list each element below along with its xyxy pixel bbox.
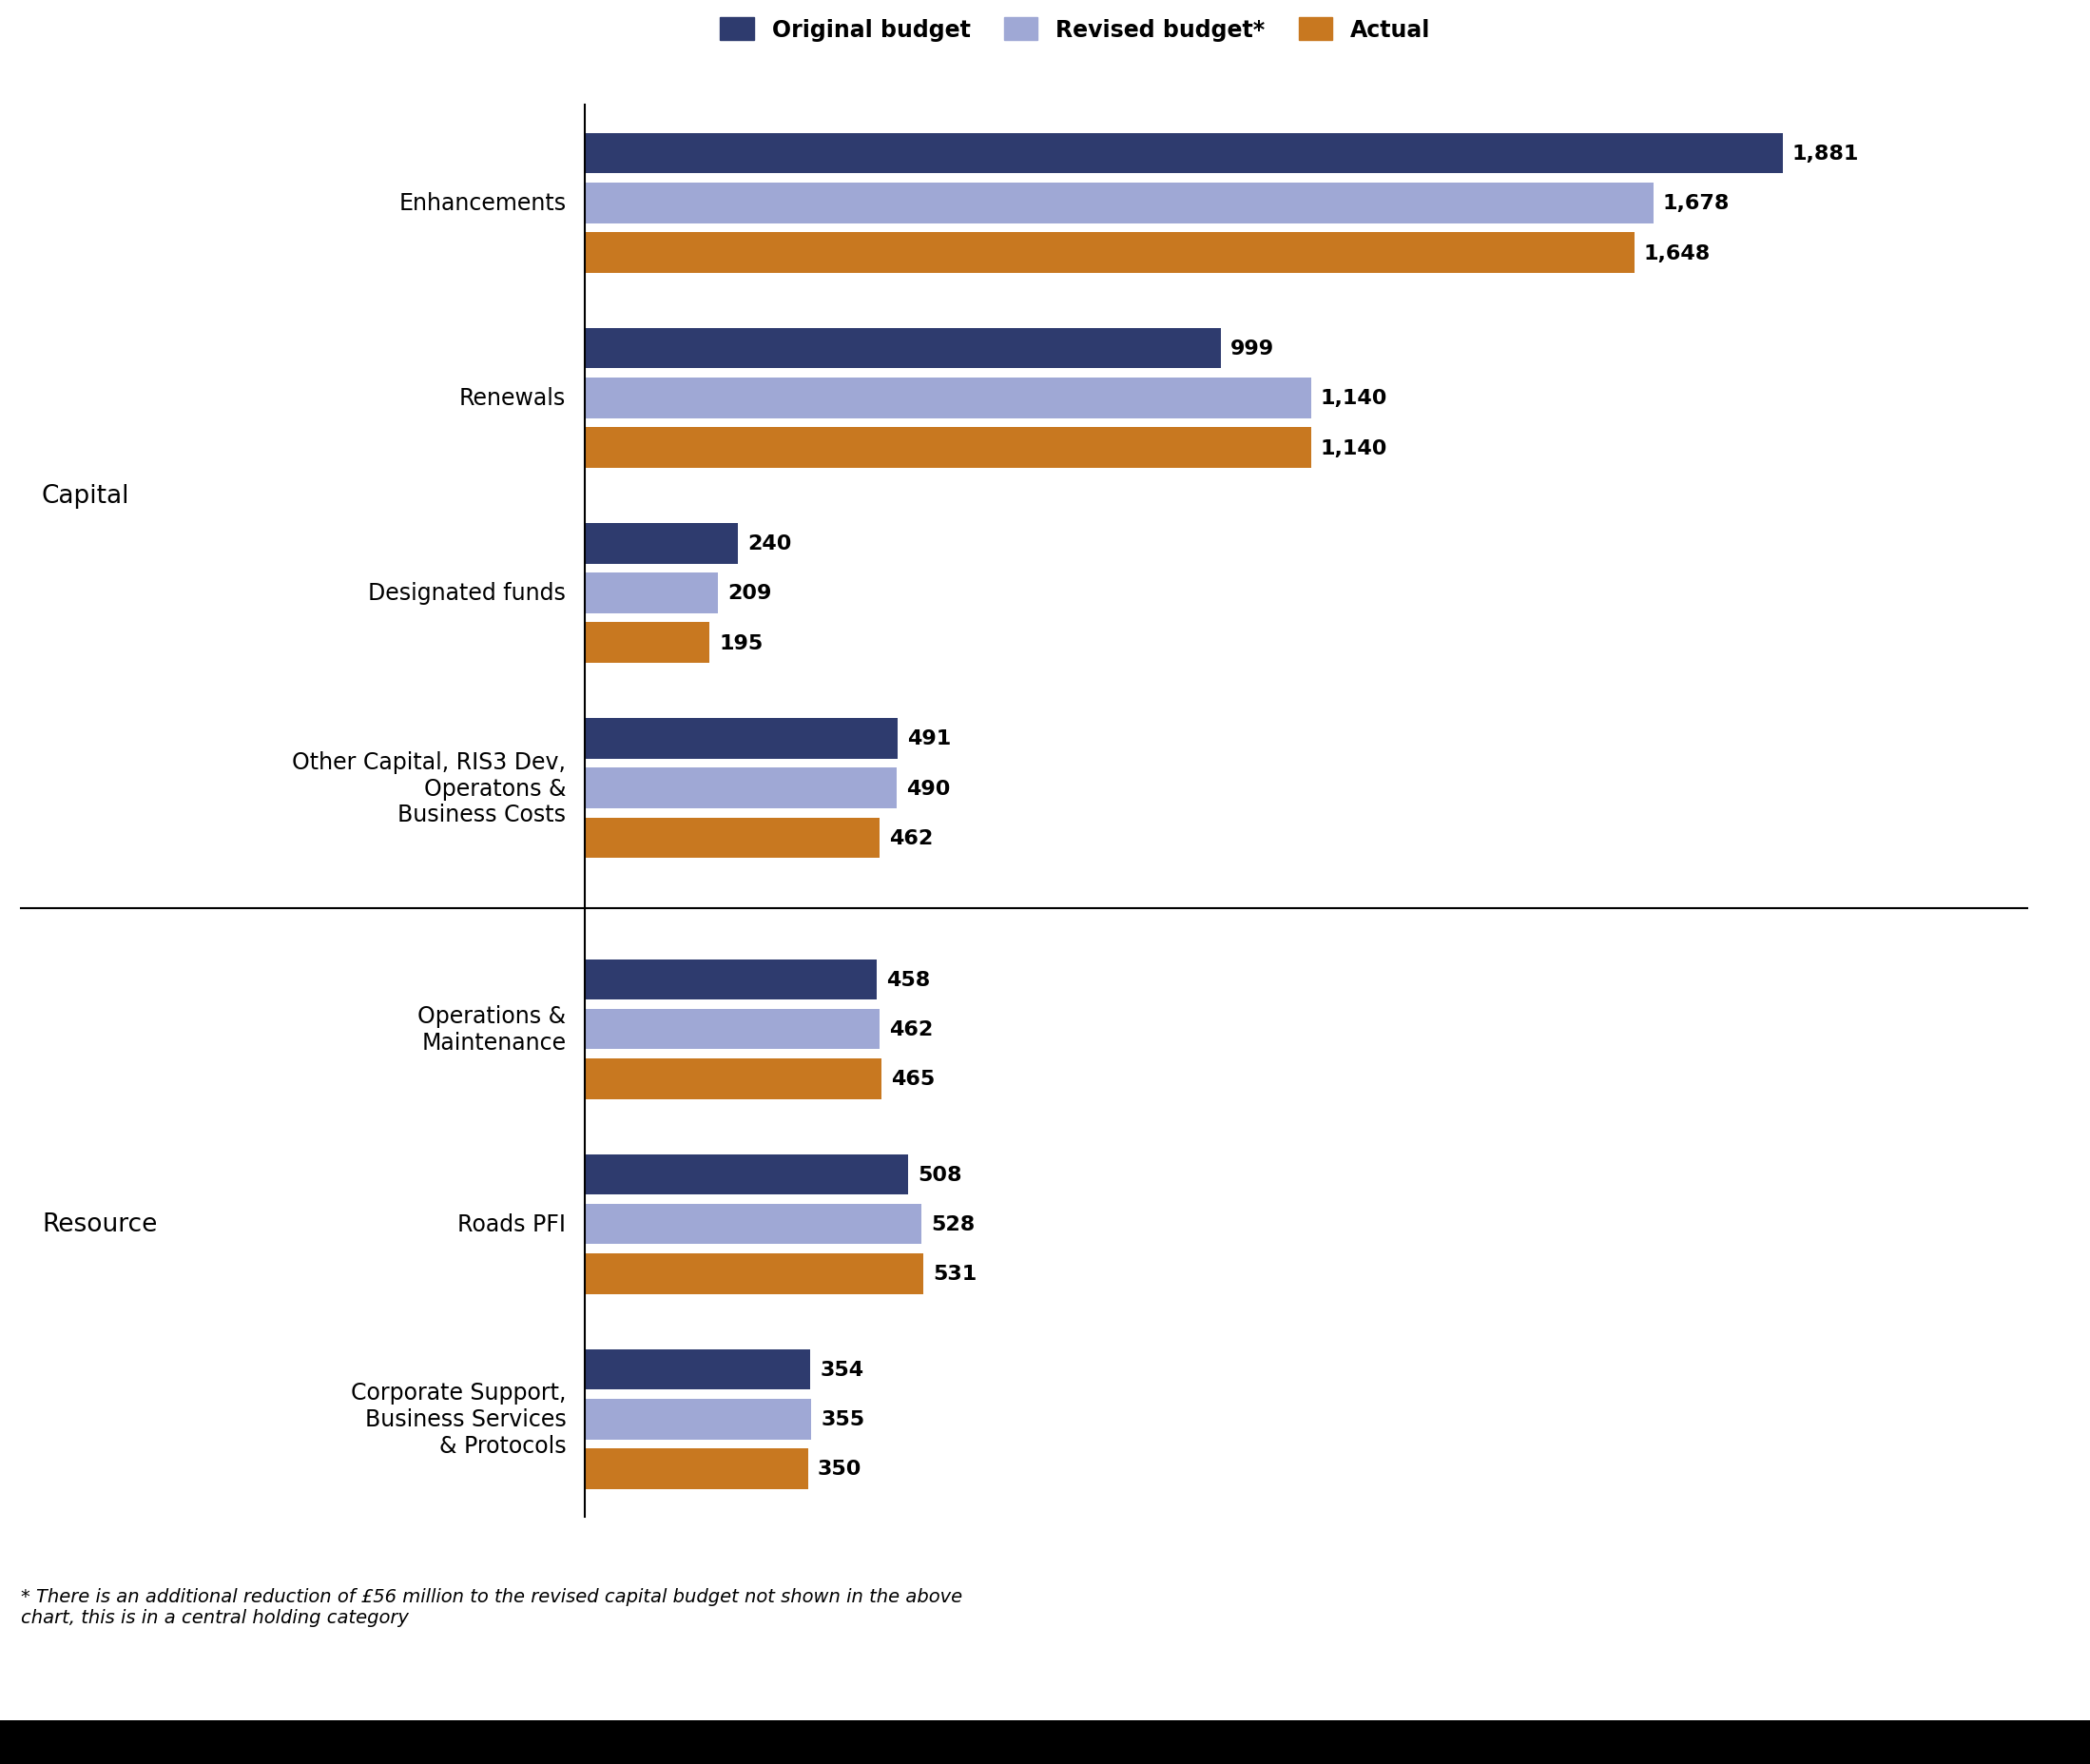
Text: Other Capital, RIS3 Dev,
Operatons &
Business Costs: Other Capital, RIS3 Dev, Operatons & Bus… <box>293 751 566 826</box>
Bar <box>585 1448 809 1489</box>
Text: 491: 491 <box>907 729 951 748</box>
Text: Operations &
Maintenance: Operations & Maintenance <box>418 1005 566 1053</box>
Text: * There is an additional reduction of £56 million to the revised capital budget : * There is an additional reduction of £5… <box>21 1588 961 1626</box>
Text: 465: 465 <box>890 1069 934 1088</box>
Bar <box>585 1254 924 1295</box>
Text: 528: 528 <box>930 1215 974 1233</box>
Bar <box>585 1349 811 1390</box>
Bar <box>585 233 1634 273</box>
Text: 1,140: 1,140 <box>1321 390 1388 407</box>
Bar <box>585 1009 880 1050</box>
Text: 462: 462 <box>888 829 932 848</box>
Legend: Original budget, Revised budget*, Actual: Original budget, Revised budget*, Actual <box>721 18 1430 42</box>
Text: 1,648: 1,648 <box>1643 243 1710 263</box>
Text: Corporate Support,
Business Services
& Protocols: Corporate Support, Business Services & P… <box>351 1381 566 1457</box>
Text: Enhancements: Enhancements <box>399 192 566 215</box>
Text: 458: 458 <box>886 970 930 990</box>
Text: 462: 462 <box>888 1020 932 1039</box>
Bar <box>585 818 880 859</box>
Text: 240: 240 <box>748 534 792 554</box>
Text: Renewals: Renewals <box>460 386 566 409</box>
Bar <box>585 328 1221 369</box>
Text: Resource: Resource <box>42 1212 157 1237</box>
Bar <box>585 623 709 663</box>
Text: 490: 490 <box>907 780 951 797</box>
Bar <box>585 1058 882 1099</box>
Bar <box>585 1399 811 1439</box>
Bar <box>585 1154 909 1194</box>
Bar <box>585 960 876 1000</box>
Text: Roads PFI: Roads PFI <box>458 1214 566 1237</box>
Bar <box>585 429 1310 469</box>
Text: 355: 355 <box>821 1409 865 1429</box>
Bar <box>585 769 897 808</box>
Text: 508: 508 <box>918 1166 961 1184</box>
Text: Designated funds: Designated funds <box>368 582 566 605</box>
Text: 1,678: 1,678 <box>1664 194 1731 213</box>
Text: 1,881: 1,881 <box>1791 145 1858 164</box>
Bar <box>585 183 1653 224</box>
Text: 1,140: 1,140 <box>1321 439 1388 457</box>
Text: 350: 350 <box>817 1459 861 1478</box>
Text: 999: 999 <box>1231 339 1275 358</box>
Bar <box>585 573 719 614</box>
Bar <box>585 134 1783 175</box>
Text: 195: 195 <box>719 633 763 653</box>
Text: 209: 209 <box>727 584 771 603</box>
Text: 531: 531 <box>932 1265 976 1284</box>
Text: 354: 354 <box>819 1360 863 1379</box>
Bar <box>585 524 738 564</box>
Bar <box>585 377 1310 418</box>
Text: Capital: Capital <box>42 483 130 508</box>
Bar <box>585 718 899 759</box>
Bar <box>585 1205 922 1245</box>
